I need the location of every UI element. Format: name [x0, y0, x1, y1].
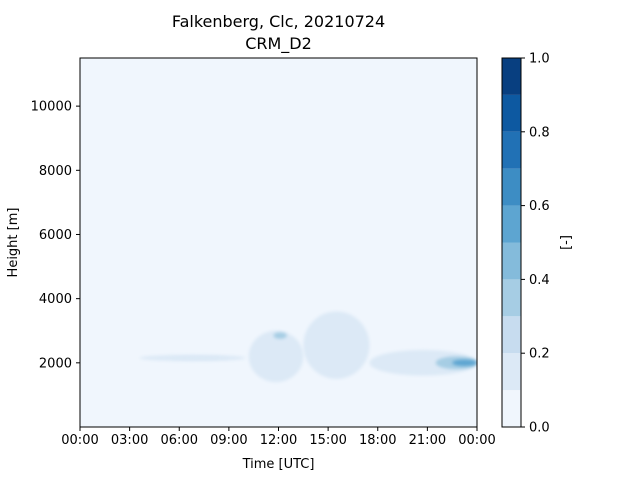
cloud-region	[369, 349, 477, 376]
x-axis-label: Time [UTC]	[242, 457, 315, 472]
x-tick-label: 09:00	[210, 433, 247, 448]
y-axis: 2000 4000 6000 8000 10000	[31, 100, 80, 371]
x-tick-label: 00:00	[458, 433, 495, 448]
cloud-field	[139, 311, 477, 383]
cloud-region	[170, 356, 229, 360]
colorbar-band	[502, 316, 521, 354]
colorbar-band	[502, 205, 521, 243]
x-tick-label: 15:00	[309, 433, 346, 448]
x-tick-label: 12:00	[260, 433, 297, 448]
colorbar-tick-label: 0.6	[529, 199, 550, 214]
colorbar	[502, 58, 521, 427]
y-tick-label: 4000	[39, 292, 72, 307]
colorbar-tick-label: 0.4	[529, 273, 550, 288]
colorbar-tick-label: 0.2	[529, 347, 550, 362]
chart-subtitle: CRM_D2	[245, 34, 312, 54]
y-tick-label: 2000	[39, 356, 72, 371]
colorbar-band	[502, 131, 521, 169]
cloud-region	[303, 311, 370, 379]
cloud-region	[273, 332, 287, 339]
x-tick-label: 00:00	[61, 433, 98, 448]
colorbar-tick-label: 0.0	[529, 421, 550, 436]
x-tick-label: 18:00	[359, 433, 396, 448]
colorbar-band	[502, 353, 521, 391]
cloud-region	[452, 359, 477, 367]
colorbar-tick-label: 1.0	[529, 52, 550, 67]
y-tick-label: 6000	[39, 228, 72, 243]
y-axis-label: Height [m]	[6, 208, 21, 278]
colorbar-band	[502, 279, 521, 317]
colorbar-band	[502, 94, 521, 132]
colorbar-tick-label: 0.8	[529, 125, 550, 140]
x-tick-label: 03:00	[111, 433, 148, 448]
x-tick-label: 21:00	[409, 433, 446, 448]
colorbar-frame	[501, 57, 522, 428]
colorbar-axis: 0.0 0.2 0.4 0.6 0.8 1.0	[521, 52, 550, 436]
x-axis: 00:00 03:00 06:00 09:00 12:00 15:00 18:00 21:00…	[61, 427, 496, 448]
chart-title: Falkenberg, Clc, 20210724	[172, 12, 385, 31]
y-tick-label: 10000	[31, 100, 72, 115]
x-tick-label: 06:00	[161, 433, 198, 448]
colorbar-label: [-]	[559, 235, 574, 250]
colorbar-band	[502, 168, 521, 206]
colorbar-band	[502, 242, 521, 280]
colorbar-band	[502, 390, 521, 427]
cloud-region	[248, 330, 304, 383]
colorbar-band	[502, 58, 521, 95]
y-tick-label: 8000	[39, 164, 72, 179]
